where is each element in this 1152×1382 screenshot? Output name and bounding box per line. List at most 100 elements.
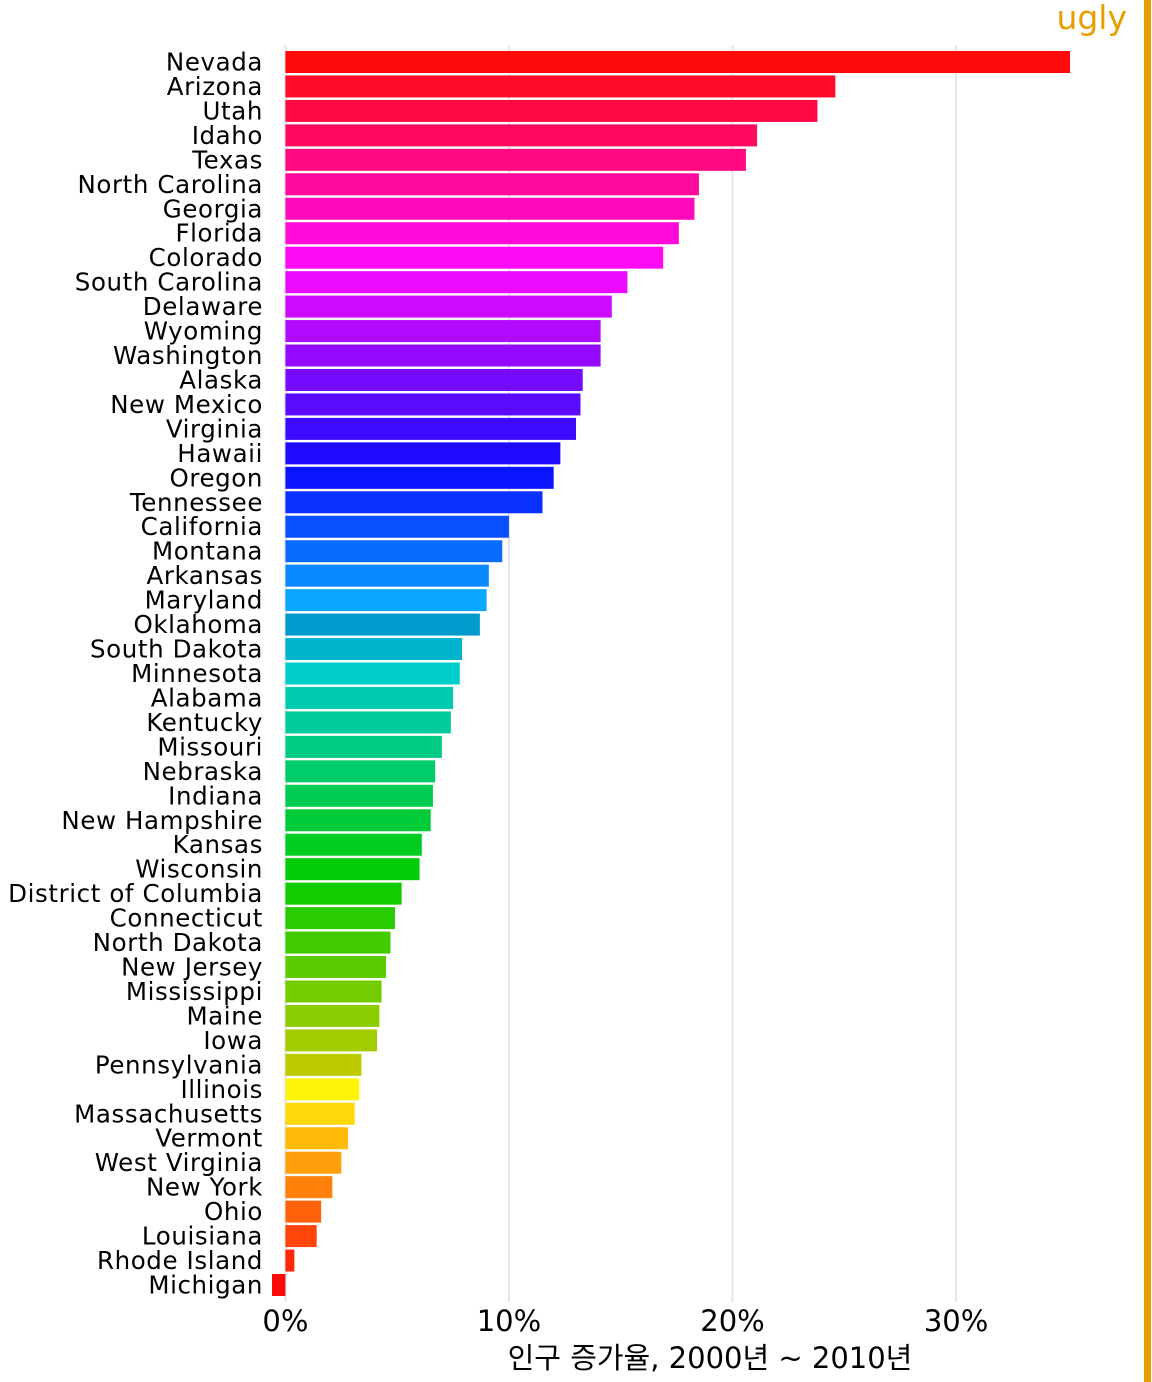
category-label: Kansas (173, 830, 263, 859)
bar-new-york (285, 1176, 333, 1199)
bars (272, 51, 1071, 1296)
bar-alabama (285, 686, 454, 709)
bar-new-hampshire (285, 809, 431, 832)
category-label: Oregon (169, 463, 263, 492)
bar-west-virginia (285, 1151, 342, 1174)
bar-hawaii (285, 442, 561, 465)
bar-vermont (285, 1127, 349, 1150)
category-label: Virginia (166, 414, 263, 443)
category-label: Hawaii (177, 439, 263, 468)
bar-connecticut (285, 907, 395, 930)
x-tick-label-3: 30% (924, 1304, 988, 1338)
bar-virginia (285, 417, 577, 440)
bar-maine (285, 1004, 380, 1027)
bar-idaho (285, 124, 758, 147)
category-label: Georgia (163, 194, 263, 223)
category-label: California (141, 512, 263, 541)
category-label: Wyoming (144, 317, 263, 346)
bar-district-of-columbia (285, 882, 402, 905)
bar-new-jersey (285, 956, 387, 979)
category-label: Idaho (192, 121, 263, 150)
category-label: Mississippi (126, 977, 263, 1006)
category-label: New Hampshire (61, 806, 263, 835)
category-label: Connecticut (110, 904, 263, 933)
category-label: Nebraska (143, 757, 263, 786)
bar-alaska (285, 368, 583, 391)
tag-border-line (1144, 0, 1151, 1382)
bar-oklahoma (285, 613, 480, 636)
bar-florida (285, 222, 679, 245)
bar-maryland (285, 589, 487, 612)
bar-nevada (285, 51, 1071, 73)
bar-kansas (285, 833, 422, 856)
bar-michigan (272, 1274, 286, 1296)
category-label: Oklahoma (134, 610, 264, 639)
category-label: Florida (175, 219, 263, 248)
bar-ohio (285, 1200, 322, 1223)
x-axis-title: 인구 증가율, 2000년 ~ 2010년 (508, 1341, 913, 1375)
category-label: Utah (203, 96, 263, 125)
bar-mississippi (285, 980, 382, 1003)
bar-washington (285, 344, 601, 367)
category-label: Delaware (143, 292, 263, 321)
bar-texas (285, 148, 746, 171)
category-label: Kentucky (146, 708, 263, 737)
bar-minnesota (285, 662, 460, 685)
category-label: Arizona (167, 72, 263, 101)
category-label: Alaska (179, 365, 263, 394)
bar-arkansas (285, 564, 489, 587)
bar-oregon (285, 466, 554, 489)
category-label: Ohio (204, 1197, 263, 1226)
category-label: Nevada (166, 48, 263, 77)
category-label: Texas (191, 145, 263, 174)
category-label: New York (146, 1173, 263, 1202)
bar-iowa (285, 1029, 378, 1052)
bar-wisconsin (285, 858, 420, 881)
category-label: Rhode Island (97, 1246, 263, 1275)
category-label: North Dakota (93, 928, 263, 957)
category-label: Montana (152, 537, 263, 566)
category-label: Minnesota (131, 659, 263, 688)
bar-indiana (285, 784, 433, 807)
category-label: Michigan (148, 1271, 263, 1300)
category-label: Iowa (203, 1026, 263, 1055)
category-label: Alabama (151, 683, 263, 712)
bar-california (285, 515, 509, 538)
bar-south-carolina (285, 271, 628, 294)
bar-massachusetts (285, 1102, 355, 1125)
category-label: Colorado (149, 243, 263, 272)
category-label: West Virginia (95, 1148, 263, 1177)
bar-south-dakota (285, 638, 463, 661)
category-label: Missouri (157, 732, 263, 761)
bar-louisiana (285, 1225, 317, 1248)
category-label: Indiana (168, 781, 263, 810)
category-label: District of Columbia (8, 879, 263, 908)
bar-pennsylvania (285, 1053, 362, 1076)
bar-colorado (285, 246, 664, 269)
bar-wyoming (285, 320, 601, 343)
bar-missouri (285, 735, 442, 758)
category-label: New Mexico (110, 390, 263, 419)
bar-north-dakota (285, 931, 391, 954)
category-label: Pennsylvania (95, 1050, 263, 1079)
bar-nebraska (285, 760, 436, 783)
category-label: Illinois (180, 1075, 263, 1104)
bar-rhode-island (285, 1249, 295, 1272)
category-label: Louisiana (142, 1222, 263, 1251)
bar-montana (285, 540, 503, 563)
ugly-tag: ugly (1056, 0, 1127, 37)
bar-tennessee (285, 491, 543, 514)
bar-georgia (285, 197, 695, 220)
category-label: South Carolina (75, 268, 263, 297)
category-label: South Dakota (90, 635, 263, 664)
category-label: Tennessee (129, 488, 263, 517)
bar-arizona (285, 75, 836, 98)
x-tick-label-2: 20% (700, 1304, 764, 1338)
category-label: Vermont (155, 1124, 263, 1153)
bar-new-mexico (285, 393, 581, 416)
x-tick-labels: 0% 10% 20% 30% (262, 1304, 988, 1338)
category-label: North Carolina (77, 170, 263, 199)
x-tick-label-0: 0% (262, 1304, 308, 1338)
